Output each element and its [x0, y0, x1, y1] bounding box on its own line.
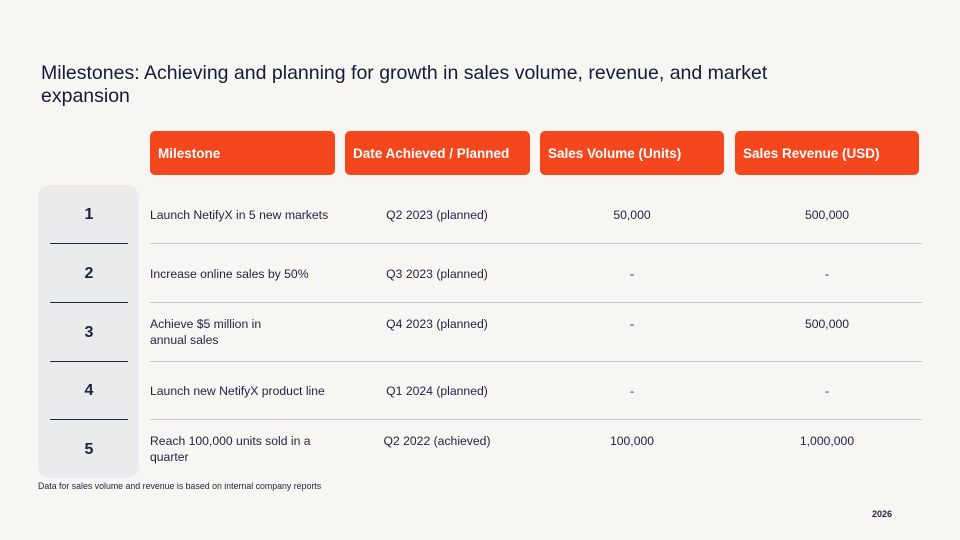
cell-sales-volume: -: [629, 384, 635, 398]
cell-sales-revenue: -: [824, 267, 830, 281]
cell-date: Q3 2023 (planned): [386, 267, 488, 281]
cell-milestone: Reach 100,000 units sold in a quarter: [150, 434, 311, 464]
table-row: 5 Reach 100,000 units sold in a quarter …: [0, 421, 960, 479]
cell-date: Q2 2022 (achieved): [383, 434, 491, 448]
cell-date: Q4 2023 (planned): [386, 317, 488, 331]
slide-title: Milestones: Achieving and planning for g…: [41, 62, 768, 107]
header-milestone: Milestone: [150, 131, 335, 175]
row-number: 4: [84, 382, 94, 399]
table-row: 1 Launch NetifyX in 5 new markets Q2 202…: [0, 186, 960, 244]
cell-date: Q2 2023 (planned): [386, 208, 488, 222]
table-row: 4 Launch new NetifyX product line Q1 202…: [0, 362, 960, 420]
cell-milestone: Launch NetifyX in 5 new markets: [150, 208, 329, 222]
cell-sales-volume: -: [629, 267, 635, 281]
row-number: 5: [84, 441, 94, 458]
cell-sales-volume: 50,000: [613, 208, 651, 222]
row-number-divider: [50, 419, 128, 420]
table-row: 2 Increase online sales by 50% Q3 2023 (…: [0, 245, 960, 303]
cell-milestone: Launch new NetifyX product line: [150, 384, 325, 398]
row-number-divider: [50, 243, 128, 244]
cell-milestone: Increase online sales by 50%: [150, 267, 309, 281]
row-number: 2: [84, 265, 94, 282]
row-divider: [150, 361, 922, 362]
cell-sales-volume: 100,000: [609, 434, 655, 448]
row-number-divider: [50, 302, 128, 303]
row-divider: [150, 419, 922, 420]
cell-milestone: Achieve $5 million in annual sales: [150, 317, 262, 347]
year-label: 2026: [872, 509, 893, 519]
cell-sales-volume: -: [629, 317, 635, 331]
header-date: Date Achieved / Planned: [345, 131, 530, 175]
header-sales-volume: Sales Volume (Units): [540, 131, 724, 175]
table-row: 3 Achieve $5 million in annual sales Q4 …: [0, 304, 960, 362]
index-column: [38, 185, 139, 478]
cell-sales-revenue: -: [824, 384, 830, 398]
row-number: 3: [84, 324, 94, 341]
footnote: Data for sales volume and revenue is bas…: [38, 481, 322, 491]
header-sales-revenue: Sales Revenue (USD): [735, 131, 919, 175]
cell-date: Q1 2024 (planned): [386, 384, 488, 398]
cell-sales-revenue: 1,000,000: [799, 434, 855, 448]
row-number: 1: [84, 206, 94, 223]
cell-sales-revenue: 500,000: [804, 208, 850, 222]
row-divider: [150, 302, 922, 303]
cell-sales-revenue: 500,000: [804, 317, 850, 331]
row-divider: [150, 243, 922, 244]
row-number-divider: [50, 361, 128, 362]
